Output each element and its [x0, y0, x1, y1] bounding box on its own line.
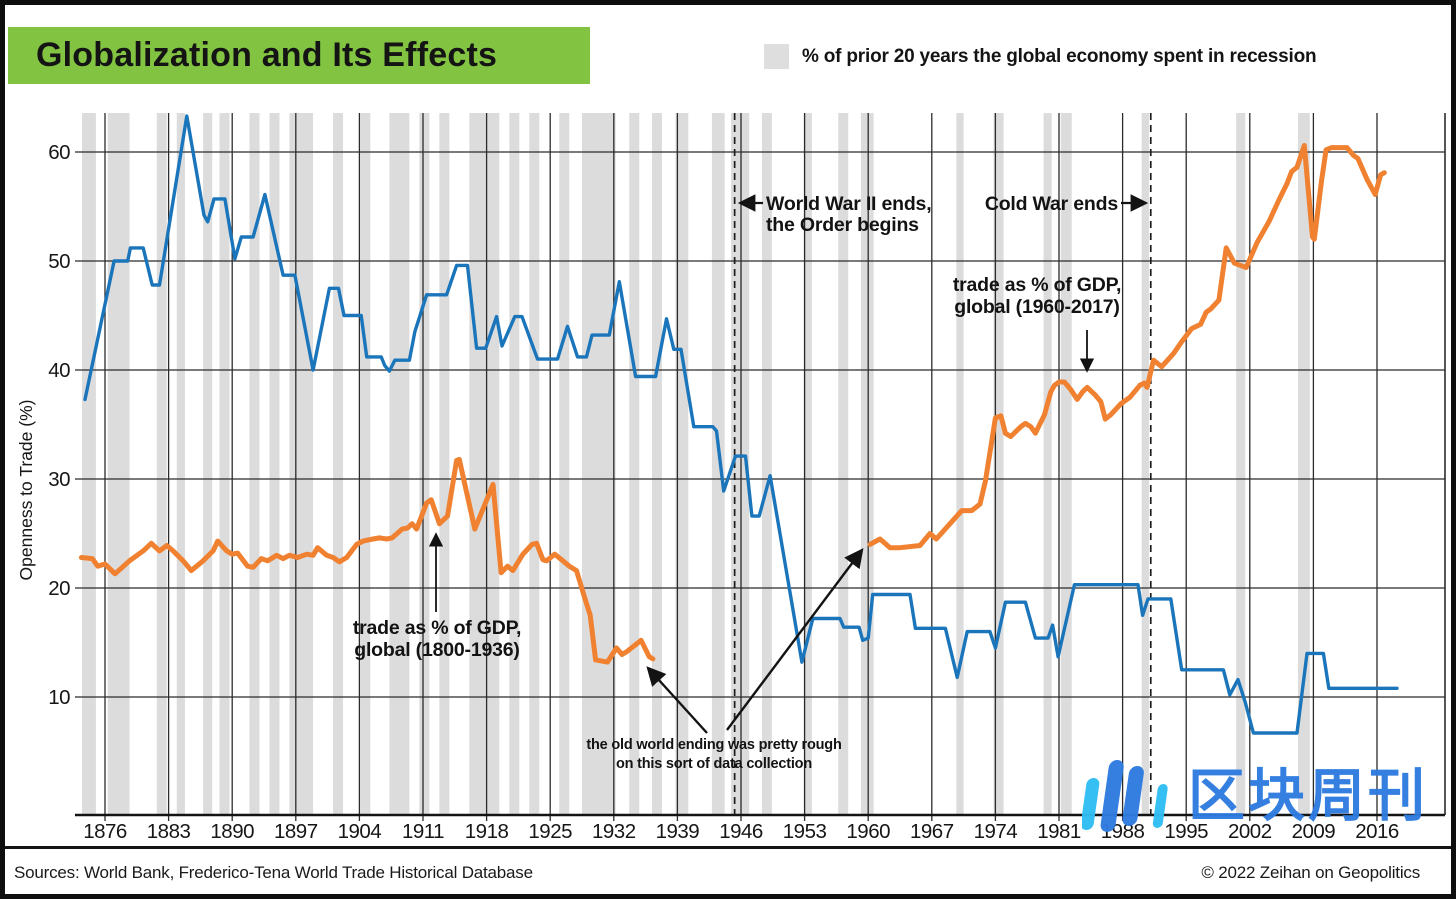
x-tick-label: 1974: [974, 820, 1018, 843]
recession-bar: [439, 113, 450, 815]
annotation-arrow-oldworld: [646, 666, 708, 734]
x-tick-label: 1953: [783, 820, 827, 843]
recession-bar: [1060, 113, 1072, 815]
y-axis-label: Openness to Trade (%): [16, 400, 36, 581]
x-tick-label: 1918: [465, 820, 509, 843]
x-tick-label: 1946: [719, 820, 763, 843]
recession-bar: [803, 113, 812, 815]
annotation-text-gdp1960: trade as % of GDP,: [953, 274, 1121, 296]
recession-bar: [203, 113, 213, 815]
page-title: Globalization and Its Effects: [36, 36, 498, 74]
recession-bar: [761, 113, 772, 815]
x-tick-label: 1911: [402, 820, 444, 843]
annotation-text-ww2: World War II ends,: [766, 193, 931, 215]
recession-bar: [1236, 113, 1246, 815]
recession-bar: [360, 113, 371, 815]
recession-bar: [629, 113, 640, 815]
recession-bar: [219, 113, 230, 815]
series-line-1: [78, 456, 656, 665]
watermark-logo-icon: [1082, 760, 1168, 832]
annotation-text-coldwar: Cold War ends: [985, 193, 1119, 215]
y-tick-label: 40: [48, 359, 70, 382]
recession-bar: [651, 113, 662, 815]
copyright-text: © 2022 Zeihan on Geopolitics: [1201, 863, 1420, 882]
x-tick-label: 2009: [1292, 820, 1336, 843]
x-tick-label: 1883: [147, 820, 191, 843]
sources-text: Sources: World Bank, Frederico-Tena Worl…: [14, 863, 533, 882]
annotation-text-oldworld: the old world ending was pretty rough: [586, 737, 841, 753]
watermark-text: 区块周刊: [1188, 763, 1428, 829]
chart-legend: % of prior 20 years the global economy s…: [764, 44, 1317, 69]
x-tick-label: 1925: [528, 820, 572, 843]
series-line-0: [83, 114, 1399, 735]
recession-bar: [711, 113, 725, 815]
recession-bar: [156, 113, 167, 815]
recession-bar: [1297, 113, 1310, 815]
x-tick-label: 2002: [1228, 820, 1272, 843]
recession-bar: [333, 113, 344, 815]
recession-bar: [389, 113, 410, 815]
recession-bar: [1141, 113, 1149, 815]
x-tick-label: 1967: [910, 820, 954, 843]
recession-bar: [1043, 113, 1052, 815]
recession-bar: [529, 113, 540, 815]
recession-bar: [559, 113, 570, 815]
y-tick-label: 10: [48, 686, 70, 709]
y-tick-label: 30: [48, 468, 70, 491]
annotation-text-gdp1960: global (1960-2017): [954, 296, 1119, 318]
recession-bar: [419, 113, 430, 815]
recession-bar: [956, 113, 964, 815]
x-tick-label: 1981: [1037, 820, 1081, 843]
annotation-arrow-oldworld: [726, 548, 864, 731]
x-tick-label: 1890: [210, 820, 254, 843]
recession-bar: [838, 113, 849, 815]
x-tick-label: 1995: [1164, 820, 1208, 843]
recession-bar: [107, 113, 130, 815]
annotation-text-gdp1800: global (1800-1936): [354, 639, 519, 661]
y-tick-label: 60: [48, 141, 70, 164]
recession-legend-label: % of prior 20 years the global economy s…: [802, 45, 1317, 67]
watermark: 区块周刊: [1082, 758, 1428, 838]
x-tick-label: 1939: [656, 820, 700, 843]
recession-bar: [289, 113, 314, 815]
x-tick-label: 1960: [846, 820, 890, 843]
series-line-2: [867, 143, 1387, 551]
recession-bar: [731, 113, 750, 815]
title-banner: Globalization and Its Effects: [8, 27, 590, 84]
x-tick-label: 1897: [274, 820, 318, 843]
recession-bar: [675, 113, 689, 815]
annotation-text-oldworld: on this sort of data collection: [616, 756, 812, 772]
recession-legend-swatch: [764, 44, 789, 69]
x-tick-label: 1904: [338, 820, 382, 843]
recession-bar: [509, 113, 520, 815]
y-tick-label: 50: [48, 250, 70, 273]
y-tick-label: 20: [48, 577, 70, 600]
recession-bar: [993, 113, 1004, 815]
x-tick-label: 1876: [83, 820, 127, 843]
recession-bar: [176, 113, 185, 815]
recession-bar: [269, 113, 280, 815]
footer-divider: [5, 846, 1451, 849]
recession-bar: [469, 113, 500, 815]
recession-bar: [581, 113, 616, 815]
recession-bar: [249, 113, 260, 815]
x-tick-label: 1932: [592, 820, 636, 843]
annotation-text-gdp1800: trade as % of GDP,: [353, 617, 521, 639]
x-tick-label: 2016: [1355, 820, 1399, 843]
annotation-text-ww2: the Order begins: [766, 214, 919, 236]
recession-bar: [82, 113, 96, 815]
